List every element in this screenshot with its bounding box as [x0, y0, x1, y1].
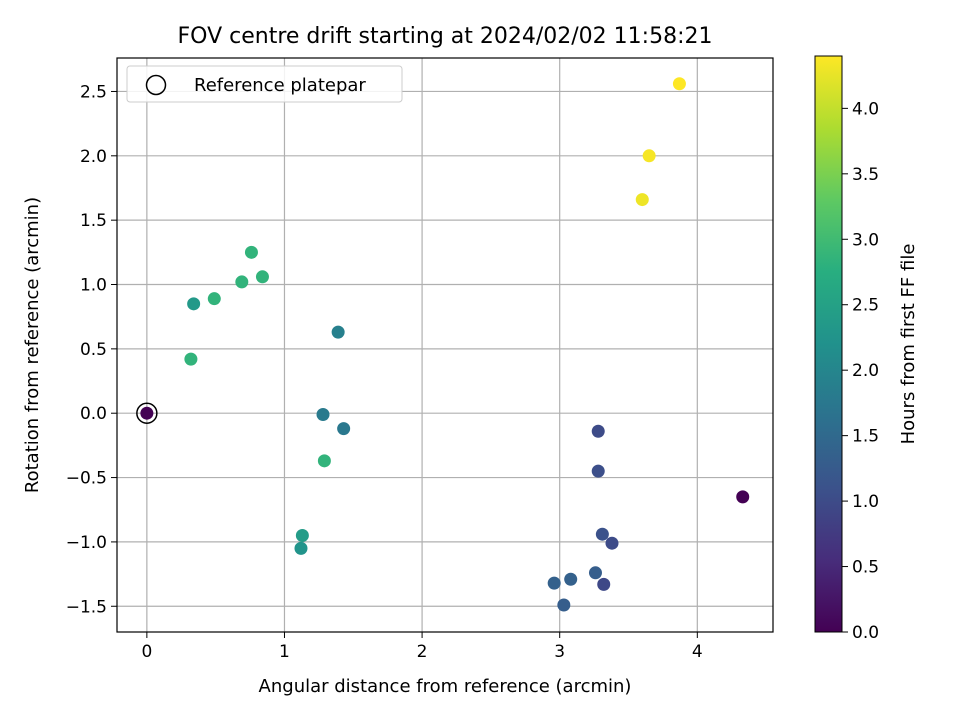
data-point — [547, 576, 561, 590]
colorbar-tick-label: 2.5 — [852, 296, 879, 316]
x-axis-ticks: 0 1 2 3 4 — [141, 632, 703, 662]
colorbar-tick-label: 2.0 — [852, 361, 879, 381]
y-axis-label: Rotation from reference (arcmin) — [22, 197, 43, 493]
data-point — [588, 566, 602, 580]
data-point — [591, 424, 605, 438]
data-point — [564, 572, 578, 586]
colorbar-tick-label: 3.5 — [852, 165, 879, 185]
data-point — [642, 149, 656, 163]
colorbar-ticks: 0.0 0.5 1.0 1.5 2.0 2.5 3.0 3.5 4.0 — [842, 99, 879, 643]
x-tick-label: 1 — [279, 642, 290, 662]
data-point — [736, 490, 750, 504]
plot-area-frame — [116, 57, 774, 633]
data-point — [317, 454, 331, 468]
grid-lines — [117, 58, 773, 632]
y-tick-label: 1.0 — [80, 276, 107, 296]
data-point — [244, 245, 258, 259]
y-tick-label: 1.5 — [80, 211, 107, 231]
reference-marker — [136, 402, 158, 424]
data-point — [605, 536, 619, 550]
legend-box — [126, 65, 403, 103]
data-point — [331, 325, 345, 339]
colorbar-tick-label: 0.0 — [852, 623, 879, 643]
legend-entry-reference: Reference platepar — [194, 75, 366, 96]
colorbar: 0.0 0.5 1.0 1.5 2.0 2.5 3.0 3.5 4.0 Hours from f… — [814, 55, 919, 643]
colorbar-tick-label: 1.0 — [852, 492, 879, 512]
y-tick-label: 0.0 — [80, 404, 107, 424]
data-point — [255, 270, 269, 284]
x-tick-label: 2 — [417, 642, 428, 662]
data-point — [294, 541, 308, 555]
data-point — [207, 292, 221, 306]
data-points — [140, 77, 750, 612]
data-point — [337, 422, 351, 436]
data-point — [184, 352, 198, 366]
colorbar-label: Hours from first FF file — [898, 244, 919, 445]
colorbar-tick-label: 0.5 — [852, 558, 879, 578]
y-tick-label: −1.0 — [66, 533, 107, 553]
y-tick-label: 2.0 — [80, 147, 107, 167]
x-axis-label: Angular distance from reference (arcmin) — [259, 676, 632, 697]
data-point — [597, 577, 611, 591]
colorbar-tick-label: 3.0 — [852, 230, 879, 250]
data-point — [595, 527, 609, 541]
colorbar-tick-label: 4.0 — [852, 99, 879, 119]
data-point — [316, 407, 330, 421]
y-tick-label: −1.5 — [66, 597, 107, 617]
data-point — [140, 406, 154, 420]
reference-platepar-marker — [136, 402, 158, 424]
data-point — [591, 464, 605, 478]
colorbar-tick-label: 1.5 — [852, 427, 879, 447]
data-point — [187, 297, 201, 311]
data-point — [557, 598, 571, 612]
chart-title: FOV centre drift starting at 2024/02/02 … — [178, 24, 713, 49]
legend: Reference platepar — [126, 65, 403, 103]
colorbar-gradient — [814, 55, 843, 633]
y-tick-label: 2.5 — [80, 82, 107, 102]
data-point — [235, 275, 249, 289]
y-axis-ticks: −1.5 −1.0 −0.5 0.0 0.5 1.0 1.5 2.0 2.5 — [66, 82, 117, 617]
x-tick-label: 4 — [692, 642, 703, 662]
y-tick-label: −0.5 — [66, 469, 107, 489]
data-point — [635, 193, 649, 207]
data-point — [295, 528, 309, 542]
y-tick-label: 0.5 — [80, 340, 107, 360]
data-point — [672, 77, 686, 91]
x-tick-label: 0 — [141, 642, 152, 662]
legend-reference-marker — [145, 74, 167, 96]
x-tick-label: 3 — [554, 642, 565, 662]
